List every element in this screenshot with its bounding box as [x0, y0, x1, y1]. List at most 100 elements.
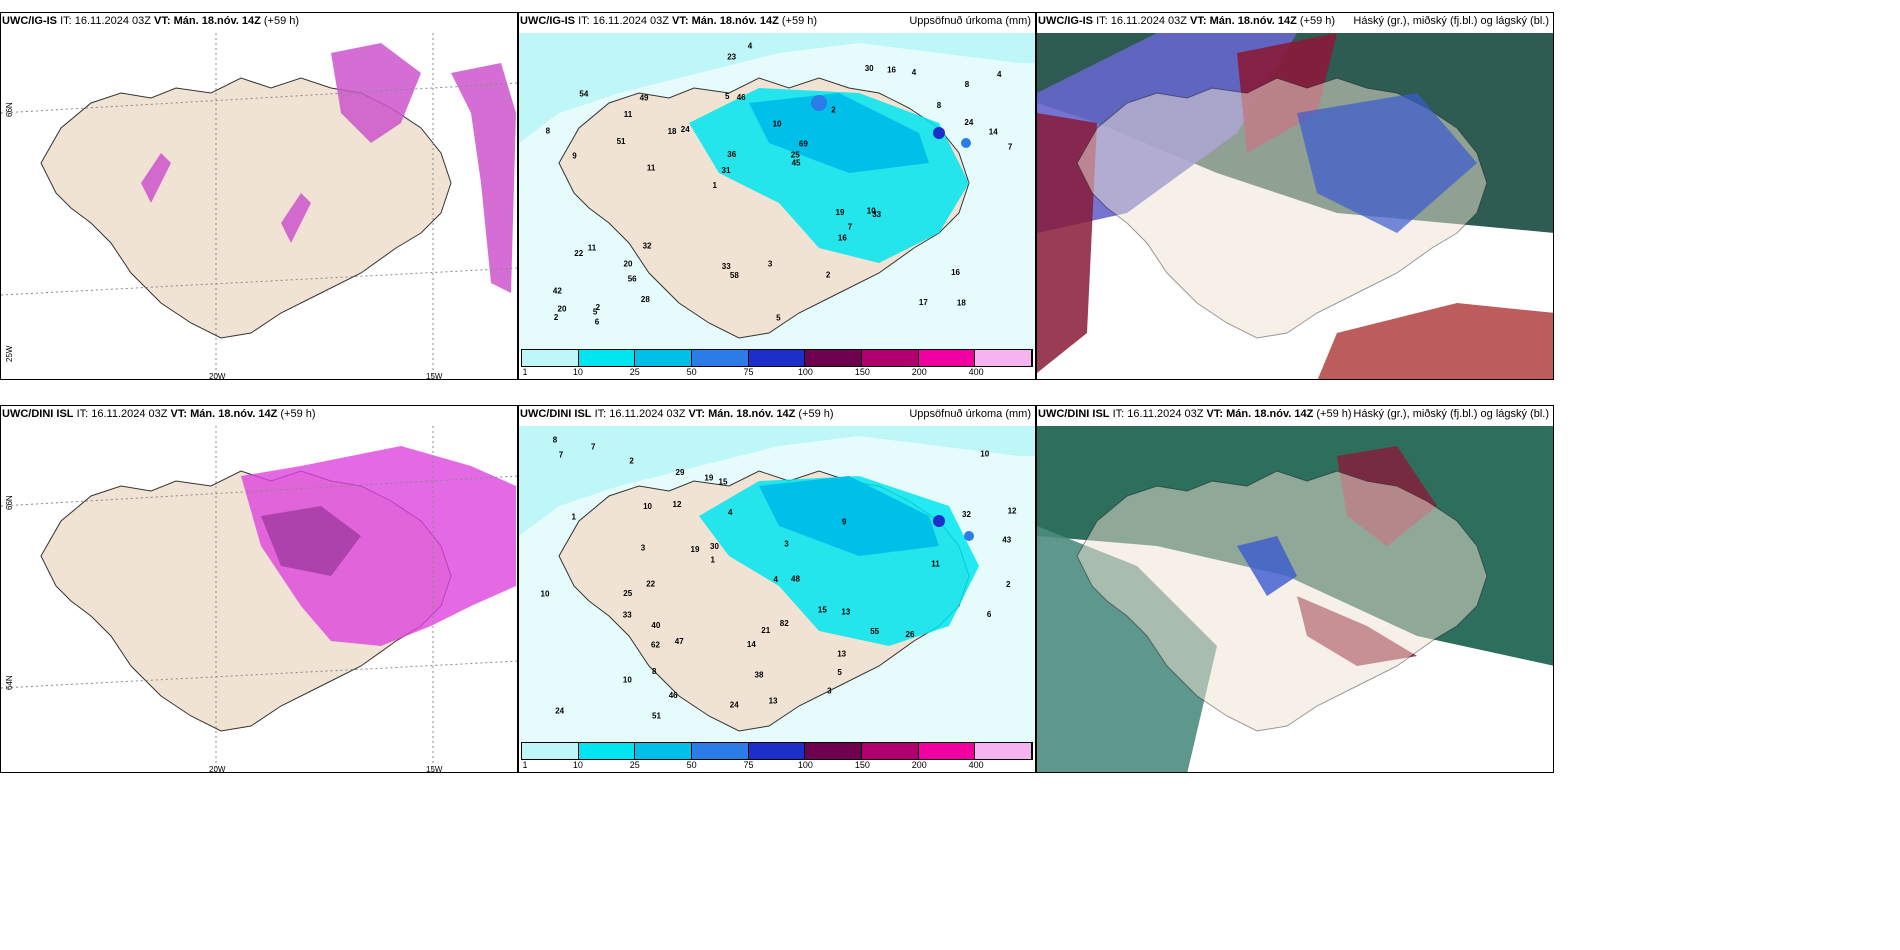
- precip-value: 54: [579, 90, 588, 99]
- panel-clouds-bottom: UWC/DINI ISL IT: 16.11.2024 03Z VT: Mán.…: [1036, 405, 1554, 773]
- precip-value: 3: [784, 539, 789, 548]
- colorbar-swatch: [805, 743, 863, 759]
- precip-value: 10: [643, 502, 652, 511]
- precip-value: 8: [546, 127, 551, 136]
- precip-value: 6: [595, 318, 600, 327]
- precip-value: 49: [640, 93, 649, 102]
- precip-value: 82: [780, 619, 789, 628]
- colorbar-swatch: [862, 743, 919, 759]
- precip-value: 15: [719, 477, 728, 486]
- precip-value: 4: [748, 42, 753, 51]
- precip-value: 47: [675, 637, 684, 646]
- precip-value: 8: [965, 80, 970, 89]
- lon-label: 20W: [209, 765, 226, 773]
- precip-value: 10: [980, 450, 989, 459]
- precip-value: 24: [730, 701, 739, 710]
- colorbar-tick: 25: [629, 367, 640, 377]
- precip-value: 13: [837, 649, 846, 658]
- colorbar-swatch: [578, 743, 636, 759]
- precip-value: 2: [629, 456, 634, 465]
- panel-precip-top: UWC/IG-IS IT: 16.11.2024 03Z VT: Mán. 18…: [518, 12, 1036, 380]
- precip-value: 4: [997, 70, 1002, 79]
- precip-value: 18: [668, 127, 677, 136]
- precip-value: 43: [1002, 536, 1011, 545]
- colorbar-tick: 50: [686, 760, 697, 770]
- precip-value: 32: [643, 242, 652, 251]
- precip-value: 11: [647, 164, 656, 173]
- precip-value: 26: [906, 630, 915, 639]
- panel-title: UWC/IG-IS IT: 16.11.2024 03Z VT: Mán. 18…: [1038, 15, 1336, 27]
- precip-value: 69: [799, 140, 808, 149]
- colorbar-tick: 75: [743, 760, 754, 770]
- precip-value: 11: [624, 110, 633, 119]
- precip-value: 7: [591, 443, 596, 452]
- precip-value: 33: [623, 610, 632, 619]
- colorbar-swatch: [692, 350, 749, 366]
- precip-value: 22: [574, 249, 583, 258]
- wind-map: 66N 64N 20W 15W: [1, 426, 517, 773]
- panel-title: UWC/DINI ISL IT: 16.11.2024 03Z VT: Mán.…: [520, 408, 834, 420]
- colorbar-tick: 150: [854, 367, 870, 377]
- colorbar-swatch: [635, 743, 693, 759]
- precip-value: 36: [727, 150, 736, 159]
- panel-wind-top: UWC/IG-IS IT: 16.11.2024 03Z VT: Mán. 18…: [0, 12, 518, 380]
- precip-value: 10: [623, 676, 632, 685]
- colorbar-swatch: [862, 350, 919, 366]
- colorbar-swatch: [635, 350, 693, 366]
- precip-value: 22: [646, 580, 655, 589]
- colorbar-tick: 150: [854, 760, 870, 770]
- precip-value: 62: [651, 641, 660, 650]
- precip-value: 13: [769, 697, 778, 706]
- panel-title: UWC/DINI ISL IT: 16.11.2024 03Z VT: Mán.…: [2, 408, 316, 420]
- precip-map: 7810101213154724556248513321191410123043…: [519, 426, 1035, 746]
- iceland-land: [40, 77, 452, 339]
- colorbar-tick: 400: [968, 367, 984, 377]
- lon-label: 15W: [426, 372, 443, 380]
- precip-value: 38: [755, 670, 764, 679]
- precip-value: 55: [870, 627, 879, 636]
- colorbar-tick: 1: [522, 760, 528, 770]
- precip-value: 4: [912, 68, 917, 77]
- cloud-map: [1037, 426, 1553, 772]
- colorbar-boxes: [521, 742, 1033, 760]
- precip-value: 1: [572, 512, 577, 521]
- precip-value: 7: [848, 222, 853, 231]
- precip-value: 51: [652, 712, 661, 721]
- precip-value: 7: [1008, 142, 1013, 151]
- panel-variable: Háský (gr.), miðský (fj.bl.) og lágský (…: [1353, 15, 1549, 27]
- colorbar-swatch: [975, 743, 1033, 759]
- colorbar-swatch: [748, 743, 806, 759]
- panel-title: UWC/DINI ISL IT: 16.11.2024 03Z VT: Mán.…: [1038, 408, 1352, 420]
- colorbar-swatch: [805, 350, 863, 366]
- precip-value: 16: [887, 65, 896, 74]
- panel-title: UWC/IG-IS IT: 16.11.2024 03Z VT: Mán. 18…: [520, 15, 818, 27]
- colorbar-swatch: [692, 743, 749, 759]
- precip-value: 30: [865, 64, 874, 73]
- precip-value: 11: [588, 243, 597, 252]
- precip-value: 3: [641, 544, 646, 553]
- precip-values: 1898122510112442564669335423719243133364…: [546, 42, 1013, 327]
- precip-value: 45: [792, 158, 801, 167]
- lon-label: 25W: [5, 345, 14, 362]
- precip-value: 24: [964, 118, 973, 127]
- panel-variable: Uppsöfnuð úrkoma (mm): [909, 408, 1031, 420]
- colorbar-ticks: 1 10 25 50 75 100 150 200 400: [521, 760, 1033, 770]
- precip-value: 28: [641, 295, 650, 304]
- precip-value: 2: [826, 271, 831, 280]
- colorbar-tick: 400: [968, 760, 984, 770]
- precip-value: 16: [951, 268, 960, 277]
- colorbar-boxes: [521, 349, 1033, 367]
- precip-value: 20: [558, 304, 567, 313]
- colorbar: 1 10 25 50 75 100 150 200 400: [521, 349, 1033, 377]
- precip-value: 23: [727, 52, 736, 61]
- panel-title: UWC/IG-IS IT: 16.11.2024 03Z VT: Mán. 18…: [2, 15, 300, 27]
- lat-label: 66N: [5, 102, 14, 117]
- precip-value: 56: [628, 275, 637, 284]
- colorbar-swatch: [522, 743, 579, 759]
- colorbar-tick: 200: [911, 760, 927, 770]
- cloud-map: [1037, 33, 1553, 379]
- precip-value: 9: [842, 518, 847, 527]
- precip-value: 13: [841, 608, 850, 617]
- precip-value: 8: [937, 101, 942, 110]
- colorbar-swatch: [918, 743, 976, 759]
